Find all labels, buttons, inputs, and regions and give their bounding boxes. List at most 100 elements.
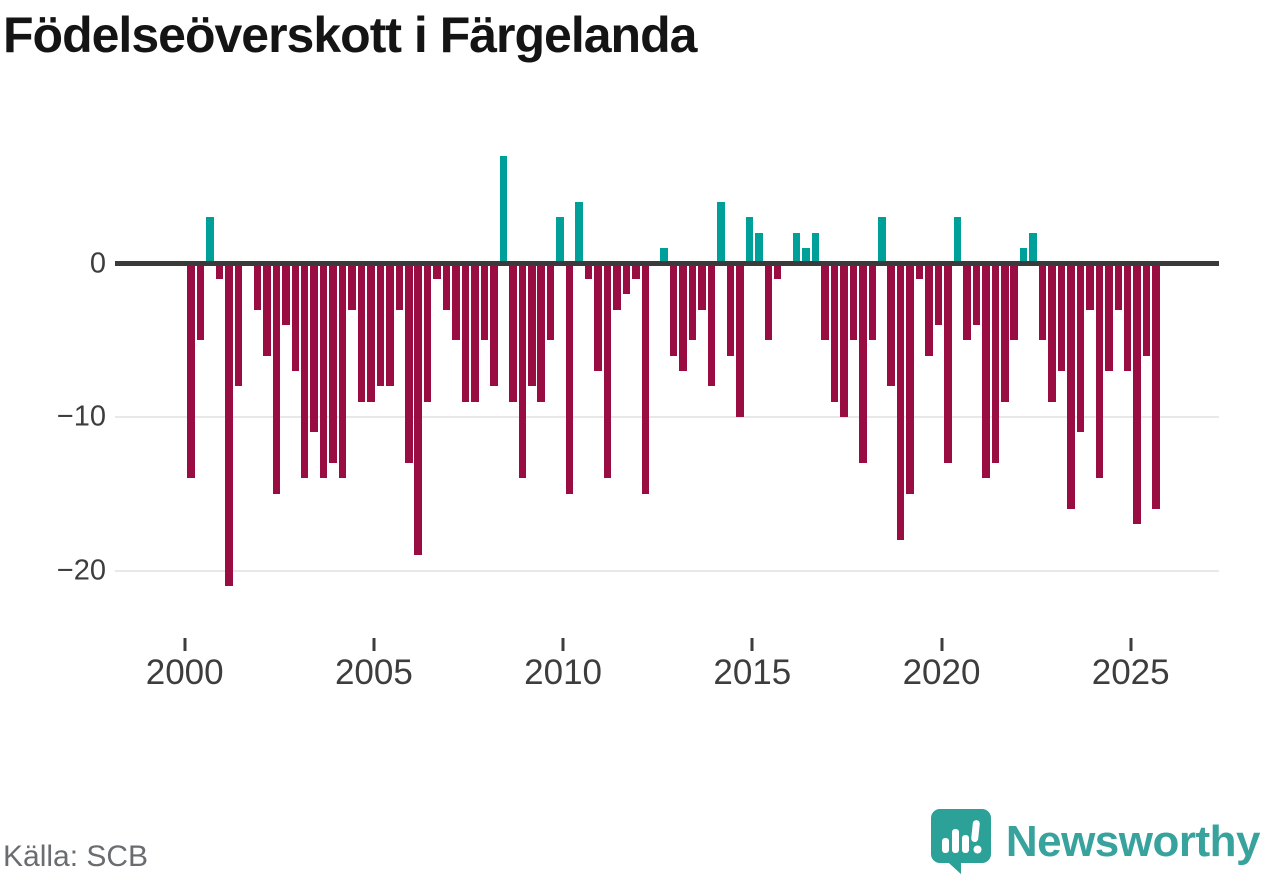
bar: [821, 263, 829, 341]
bar: [1010, 263, 1018, 341]
bar: [509, 263, 517, 402]
bar: [982, 263, 990, 479]
bar: [1029, 232, 1037, 264]
bar: [632, 263, 640, 279]
bar: [830, 263, 839, 402]
bar: [1067, 263, 1075, 510]
x-axis-tick: [1129, 638, 1133, 651]
bar: [310, 263, 318, 433]
bar: [991, 263, 1000, 464]
bar: [792, 232, 801, 264]
bar: [669, 263, 678, 356]
bar: [1133, 263, 1141, 525]
x-axis-tick: [372, 638, 376, 651]
source-text: Källa: SCB: [3, 840, 149, 873]
bar: [641, 263, 650, 494]
bar: [234, 263, 243, 387]
bar: [1019, 248, 1028, 264]
newsworthy-wordmark: Newsworthy: [1005, 817, 1261, 866]
bar: [613, 263, 621, 310]
bar: [755, 232, 763, 264]
chart-title: Födelseöverskott i Färgelanda: [3, 7, 697, 63]
bar: [1048, 263, 1056, 402]
bar: [906, 263, 914, 494]
x-axis-tick: [183, 638, 187, 651]
bar: [546, 263, 555, 341]
bar: [386, 263, 394, 387]
bar: [253, 263, 262, 310]
bar: [1086, 263, 1094, 310]
x-axis-label: 2005: [334, 653, 413, 692]
bar: [622, 263, 631, 295]
bar: [348, 263, 356, 310]
bar: [811, 232, 820, 264]
x-axis-label: 2015: [713, 653, 792, 692]
bar: [717, 202, 725, 264]
bar: [736, 263, 744, 417]
bar: [1095, 263, 1104, 479]
bar: [480, 263, 489, 341]
bar: [537, 263, 545, 402]
bar: [433, 263, 441, 279]
bar: [329, 263, 337, 464]
bar: [461, 263, 470, 402]
bar: [584, 263, 593, 279]
bar: [603, 263, 612, 479]
bar: [840, 263, 848, 417]
bar: [868, 263, 877, 341]
bar: [300, 263, 309, 479]
bar: [953, 217, 962, 264]
bar: [660, 248, 668, 264]
bar: [594, 263, 602, 371]
bar: [963, 263, 971, 341]
bar: [282, 263, 290, 325]
bar: [291, 263, 299, 371]
bar: [764, 263, 772, 341]
bar: [773, 263, 782, 279]
bar: [565, 263, 574, 494]
bar: [726, 263, 735, 356]
bar: [1057, 263, 1066, 371]
bar: [518, 263, 527, 479]
bar: [1038, 263, 1047, 341]
bar: [859, 263, 867, 464]
x-axis-tick: [750, 638, 754, 651]
bar: [802, 248, 810, 264]
bar: [225, 263, 233, 586]
zero-axis-line: [115, 261, 1219, 266]
x-axis-tick: [940, 638, 943, 651]
bar: [490, 263, 498, 387]
bar: [698, 263, 706, 310]
x-axis-label: 2000: [145, 653, 224, 692]
bar: [395, 263, 404, 310]
bar: [745, 217, 754, 264]
bar: [688, 263, 697, 341]
bar: [707, 263, 716, 387]
bar: [272, 263, 281, 494]
x-axis-label: 2025: [1091, 653, 1170, 692]
bar: [1001, 263, 1009, 402]
bar: [1105, 263, 1113, 371]
bar: [414, 263, 422, 556]
bar: [528, 263, 536, 387]
bar: [575, 202, 583, 264]
bar: [1114, 263, 1123, 310]
bar: [423, 263, 432, 402]
bar: [471, 263, 479, 402]
bar: [1123, 263, 1132, 371]
bar: [196, 263, 205, 341]
y-axis-label: 0: [89, 247, 106, 279]
bar: [1142, 263, 1151, 356]
bar: [896, 263, 905, 540]
bar: [878, 217, 886, 264]
gridline: [115, 416, 1219, 418]
y-axis-label: −10: [56, 400, 106, 433]
bar: [944, 263, 952, 464]
x-axis-label: 2010: [524, 653, 603, 692]
y-axis-label: −20: [56, 554, 106, 586]
gridline: [115, 569, 1219, 572]
bar: [206, 217, 214, 264]
bar: [405, 263, 413, 464]
bar: [556, 217, 564, 264]
